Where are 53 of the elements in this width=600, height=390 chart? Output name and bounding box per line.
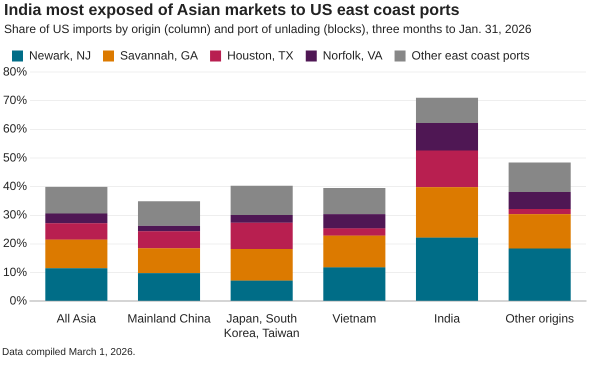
bar xyxy=(45,240,108,268)
legend-label: Norfolk, VA xyxy=(322,48,383,62)
y-tick-label: 80% xyxy=(2,64,28,78)
x-tick-label: India xyxy=(434,312,460,326)
bar xyxy=(508,214,571,248)
bar xyxy=(508,208,571,214)
bar xyxy=(138,273,200,301)
bar xyxy=(323,214,386,228)
bar xyxy=(323,188,386,214)
bar xyxy=(416,187,478,238)
bar xyxy=(508,162,571,192)
y-tick-label: 30% xyxy=(2,208,28,222)
bar xyxy=(230,214,293,223)
bar xyxy=(230,222,293,250)
bar xyxy=(45,214,108,224)
legend-label: Houston, TX xyxy=(227,48,294,62)
text: Data compiled March 1, 2026. xyxy=(2,346,136,359)
bar xyxy=(138,231,200,248)
legend-label: Newark, NJ xyxy=(29,48,92,62)
legend-label: Other east coast ports xyxy=(412,48,530,62)
bar xyxy=(323,267,386,301)
bar xyxy=(138,248,200,274)
x-tick-label: Other origins xyxy=(505,312,574,326)
bar xyxy=(323,236,386,268)
y-tick-label: 10% xyxy=(2,264,28,279)
chart-title: India most exposed of Asian markets to US east coast ports xyxy=(4,2,460,20)
bar xyxy=(230,186,293,215)
x-tick-label: Japan, South Korea, Taiwan xyxy=(224,312,300,340)
bar xyxy=(416,98,478,123)
bar xyxy=(416,238,478,301)
y-tick-label: 0% xyxy=(10,294,28,308)
bar xyxy=(416,150,478,188)
x-tick-label: Mainland China xyxy=(127,312,212,326)
y-tick-label: 40% xyxy=(2,178,28,193)
y-tick-label: 70% xyxy=(2,92,28,107)
bar xyxy=(45,186,108,214)
bar xyxy=(45,223,108,240)
bar xyxy=(230,280,293,301)
bar xyxy=(416,122,478,150)
legend-label: Savannah, GA xyxy=(120,48,198,62)
y-tick-label: 60% xyxy=(2,122,28,136)
chart-subtitle: Share of US imports by origin (column) and port of unlading (blocks), three months to Jan. 31, 2026 xyxy=(4,22,532,36)
bar xyxy=(508,248,571,301)
y-tick-label: 50% xyxy=(2,150,28,164)
bar xyxy=(138,226,200,232)
bar xyxy=(45,268,108,301)
bar xyxy=(323,228,386,236)
y-tick-label: 20% xyxy=(2,236,28,250)
x-tick-label: Vietnam xyxy=(332,312,376,326)
bar xyxy=(508,192,571,209)
bar xyxy=(138,201,200,226)
bar xyxy=(230,249,293,281)
x-tick-label: All Asia xyxy=(56,312,96,326)
